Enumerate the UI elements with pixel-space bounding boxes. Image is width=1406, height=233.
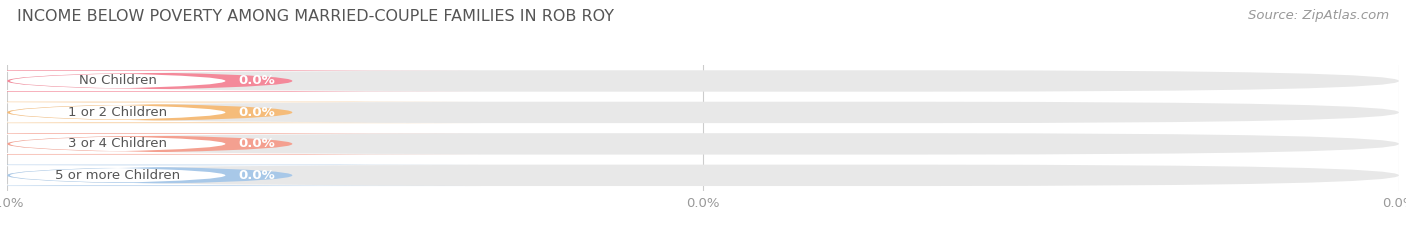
Text: 0.0%: 0.0% [239, 169, 276, 182]
Text: 3 or 4 Children: 3 or 4 Children [67, 137, 167, 150]
FancyBboxPatch shape [0, 133, 481, 154]
FancyBboxPatch shape [7, 70, 1399, 92]
FancyBboxPatch shape [7, 133, 1399, 154]
Text: 0.0%: 0.0% [239, 75, 276, 87]
FancyBboxPatch shape [0, 70, 481, 92]
FancyBboxPatch shape [0, 71, 463, 91]
FancyBboxPatch shape [7, 165, 1399, 186]
FancyBboxPatch shape [0, 102, 463, 123]
Text: 5 or more Children: 5 or more Children [55, 169, 180, 182]
Text: Source: ZipAtlas.com: Source: ZipAtlas.com [1249, 9, 1389, 22]
FancyBboxPatch shape [0, 134, 463, 154]
Text: No Children: No Children [79, 75, 156, 87]
FancyBboxPatch shape [0, 165, 481, 186]
FancyBboxPatch shape [7, 102, 1399, 123]
Text: 1 or 2 Children: 1 or 2 Children [67, 106, 167, 119]
Text: INCOME BELOW POVERTY AMONG MARRIED-COUPLE FAMILIES IN ROB ROY: INCOME BELOW POVERTY AMONG MARRIED-COUPL… [17, 9, 614, 24]
FancyBboxPatch shape [0, 165, 463, 185]
Text: 0.0%: 0.0% [239, 106, 276, 119]
FancyBboxPatch shape [0, 102, 481, 123]
Text: 0.0%: 0.0% [239, 137, 276, 150]
